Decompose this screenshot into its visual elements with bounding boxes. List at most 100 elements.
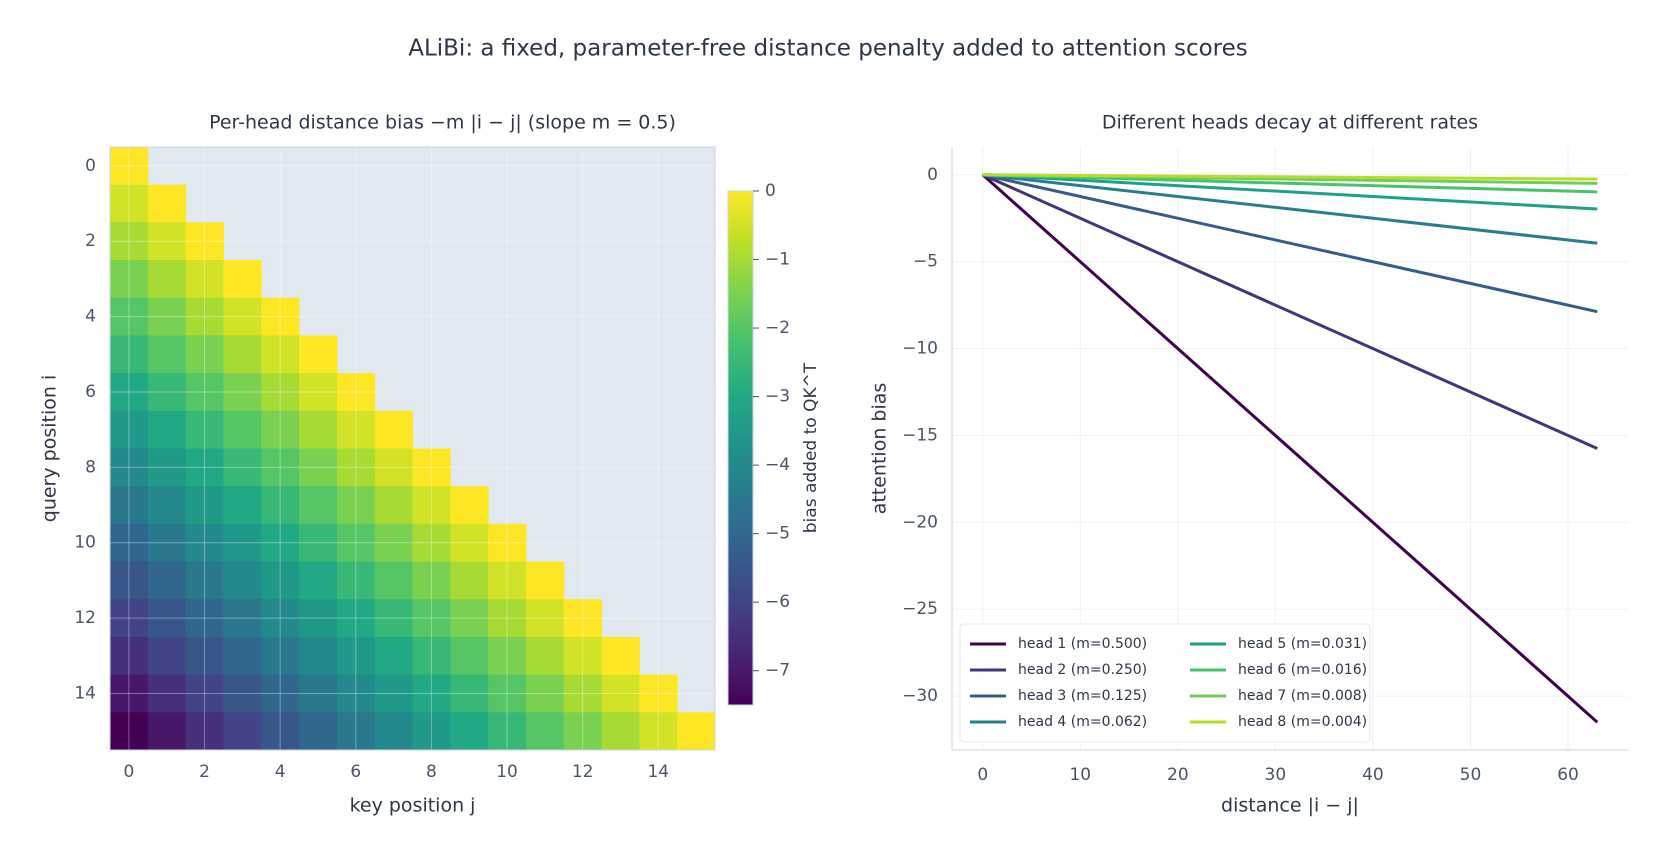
heatmap-cell — [223, 712, 262, 751]
heatmap-cell — [563, 636, 603, 676]
heatmap-cell — [450, 599, 489, 638]
heatmap-cell — [488, 561, 527, 600]
heatmap-cell — [563, 674, 603, 713]
x-axis-label: distance |i − j| — [1221, 795, 1359, 817]
heatmap-cell — [299, 486, 338, 525]
colorbar-tick-label: −3 — [765, 387, 790, 407]
y-tick-label: −15 — [902, 425, 938, 445]
heatmap-cell — [185, 373, 224, 412]
heatmap-cell — [450, 674, 489, 713]
legend-label: head 6 (m=0.016) — [1238, 662, 1367, 678]
heatmap-cell — [185, 448, 224, 487]
x-tick-label: 14 — [647, 762, 669, 782]
heatmap-cell — [299, 448, 338, 487]
line-series — [981, 173, 1599, 724]
y-tick-label: 12 — [74, 608, 96, 628]
line-series — [982, 173, 1598, 245]
y-tick-label: −25 — [902, 599, 938, 619]
heatmap-cell — [450, 561, 489, 600]
y-tick-label: 6 — [85, 382, 96, 402]
heatmap-cell — [261, 410, 300, 449]
heatmap-cell — [185, 335, 224, 374]
heatmap-cell — [563, 599, 603, 638]
x-tick-label: 0 — [977, 765, 988, 785]
heatmap-cell — [374, 674, 413, 713]
x-tick-label: 4 — [275, 762, 286, 782]
y-tick-label: 0 — [85, 156, 96, 176]
heatmap-cell — [299, 561, 338, 600]
heatmap-cell — [261, 373, 300, 412]
heatmap-cell — [563, 712, 603, 751]
legend-label: head 4 (m=0.062) — [1018, 714, 1147, 730]
legend-box — [959, 623, 1371, 743]
subplot-title: Per-head distance bias −m |i − j| (slope… — [209, 112, 676, 134]
heatmap-cell — [261, 486, 300, 525]
heatmap-cell — [223, 636, 262, 676]
x-tick-label: 0 — [123, 762, 134, 782]
heatmap-cell — [223, 561, 262, 600]
heatmap-cell — [185, 712, 224, 751]
colorbar-tick-label: −7 — [765, 661, 790, 681]
legend-label: head 2 (m=0.250) — [1018, 662, 1147, 678]
line-series — [982, 173, 1598, 314]
subplot-title: Different heads decay at different rates — [1102, 112, 1478, 134]
heatmap-cell — [601, 674, 640, 713]
y-axis-label: query position i — [39, 375, 61, 522]
plot-frame — [109, 146, 716, 751]
heatmap-cell — [299, 373, 338, 412]
heatmap-cell — [223, 260, 262, 299]
heatmap-cell — [261, 599, 300, 638]
y-tick-label: −10 — [902, 339, 938, 359]
heatmap-cell — [185, 599, 224, 638]
heatmap-cell — [110, 147, 149, 186]
y-tick-label: 0 — [927, 165, 938, 185]
heatmap-cell — [525, 636, 565, 676]
x-tick-label: 40 — [1362, 765, 1384, 785]
heatmap-cell — [223, 674, 262, 713]
heatmap-cell — [147, 448, 187, 487]
heatmap-cell — [412, 561, 451, 600]
heatmap-cell — [639, 712, 678, 751]
x-tick-label: 2 — [199, 762, 210, 782]
heatmap-cell — [147, 335, 187, 374]
heatmap-cell — [299, 523, 338, 563]
heatmap-cell — [450, 523, 489, 563]
heatmap-cell — [336, 410, 376, 449]
colorbar — [727, 190, 754, 706]
colorbar-tick-label: 0 — [765, 181, 776, 201]
heatmap-cell — [299, 410, 338, 449]
heatmap-cell — [223, 448, 262, 487]
heatmap-cell — [110, 599, 149, 638]
heatmap-cell — [110, 222, 149, 261]
x-tick-label: 8 — [426, 762, 437, 782]
heatmap-cell — [299, 674, 338, 713]
heatmap-cell — [374, 523, 413, 563]
colorbar-tick-label: −5 — [765, 524, 790, 544]
colorbar-label: bias added to QK^T — [801, 362, 821, 533]
heatmap-cell — [525, 561, 565, 600]
heatmap-cell — [223, 373, 262, 412]
heatmap-cell — [110, 184, 149, 223]
heatmap-cell — [185, 297, 224, 336]
x-tick-label: 60 — [1557, 765, 1579, 785]
heatmap-cell — [525, 674, 565, 713]
y-tick-label: 8 — [85, 457, 96, 477]
heatmap-cell — [147, 523, 187, 563]
x-tick-label: 10 — [496, 762, 518, 782]
heatmap-cell — [223, 297, 262, 336]
heatmap-cell — [110, 260, 149, 299]
heatmap-cell — [185, 410, 224, 449]
heatmap-cell — [261, 335, 300, 374]
heatmap-cell — [336, 486, 376, 525]
heatmap-cell — [147, 712, 187, 751]
heatmap-cell — [147, 373, 187, 412]
heatmap-cell — [299, 599, 338, 638]
heatmap-cell — [110, 373, 149, 412]
heatmap-cell — [261, 523, 300, 563]
heatmap-cell — [185, 260, 224, 299]
heatmap-cell — [488, 523, 527, 563]
heatmap-cell — [374, 486, 413, 525]
heatmap-cell — [639, 674, 678, 713]
heatmap-cell — [261, 636, 300, 676]
